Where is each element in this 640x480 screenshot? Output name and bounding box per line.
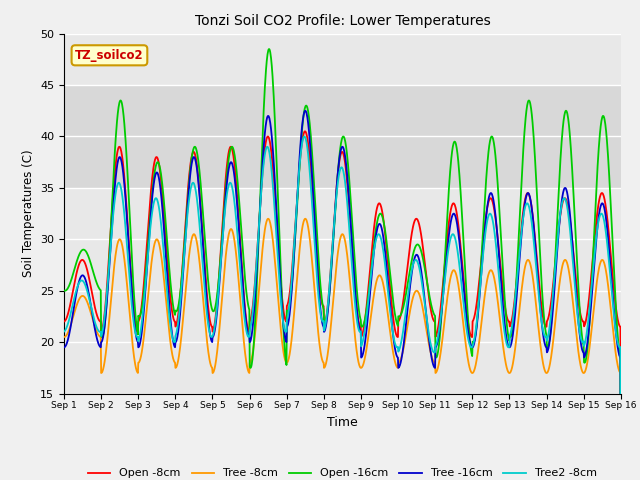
Tree2 -8cm [502, 338, 509, 344]
Line: Tree -16cm: Tree -16cm [64, 111, 621, 480]
Line: Open -16cm: Open -16cm [64, 49, 621, 480]
Open -16cm [246, 365, 254, 371]
Open -16cm [184, 195, 191, 201]
Bar [64, 85, 621, 188]
Text: TZ_soilco2: TZ_soilco2 [75, 49, 144, 62]
Open -8cm [429, 316, 437, 322]
Tree -16cm [246, 339, 254, 345]
Tree2 -8cm [246, 326, 254, 332]
Line: Tree -8cm: Tree -8cm [64, 219, 621, 480]
Open -8cm [551, 263, 559, 268]
Tree -16cm [502, 331, 509, 336]
Tree -8cm [429, 358, 437, 363]
Tree -16cm [60, 345, 68, 350]
Open -8cm [301, 129, 309, 134]
Tree -8cm [264, 216, 272, 222]
Tree -16cm [429, 361, 437, 367]
Title: Tonzi Soil CO2 Profile: Lower Temperatures: Tonzi Soil CO2 Profile: Lower Temperatur… [195, 14, 490, 28]
Line: Open -8cm: Open -8cm [64, 132, 621, 480]
Tree2 -8cm [60, 329, 68, 335]
Tree2 -8cm [300, 133, 308, 139]
Line: Tree2 -8cm: Tree2 -8cm [64, 136, 621, 480]
Tree2 -8cm [184, 208, 191, 214]
Tree -16cm [301, 108, 309, 114]
Tree2 -8cm [429, 348, 437, 354]
Tree -16cm [551, 279, 559, 285]
Tree -16cm [184, 199, 191, 205]
Tree -16cm [170, 343, 178, 349]
Open -8cm [184, 188, 191, 194]
X-axis label: Time: Time [327, 416, 358, 429]
Y-axis label: Soil Temperatures (C): Soil Temperatures (C) [22, 150, 35, 277]
Open -8cm [502, 310, 509, 315]
Tree -8cm [502, 361, 509, 367]
Open -16cm [502, 312, 509, 317]
Tree -8cm [184, 264, 191, 270]
Open -16cm [170, 309, 178, 315]
Legend: Open -8cm, Tree -8cm, Open -16cm, Tree -16cm, Tree2 -8cm: Open -8cm, Tree -8cm, Open -16cm, Tree -… [84, 464, 601, 480]
Tree2 -8cm [170, 339, 178, 345]
Tree2 -8cm [551, 266, 559, 272]
Tree -8cm [170, 359, 178, 365]
Open -8cm [246, 318, 254, 324]
Open -16cm [551, 260, 559, 265]
Open -8cm [60, 319, 68, 324]
Tree -8cm [551, 322, 559, 327]
Tree -8cm [246, 360, 254, 365]
Open -16cm [265, 46, 273, 52]
Open -16cm [60, 288, 68, 293]
Open -16cm [429, 309, 437, 315]
Open -8cm [170, 318, 178, 324]
Tree -8cm [60, 334, 68, 340]
